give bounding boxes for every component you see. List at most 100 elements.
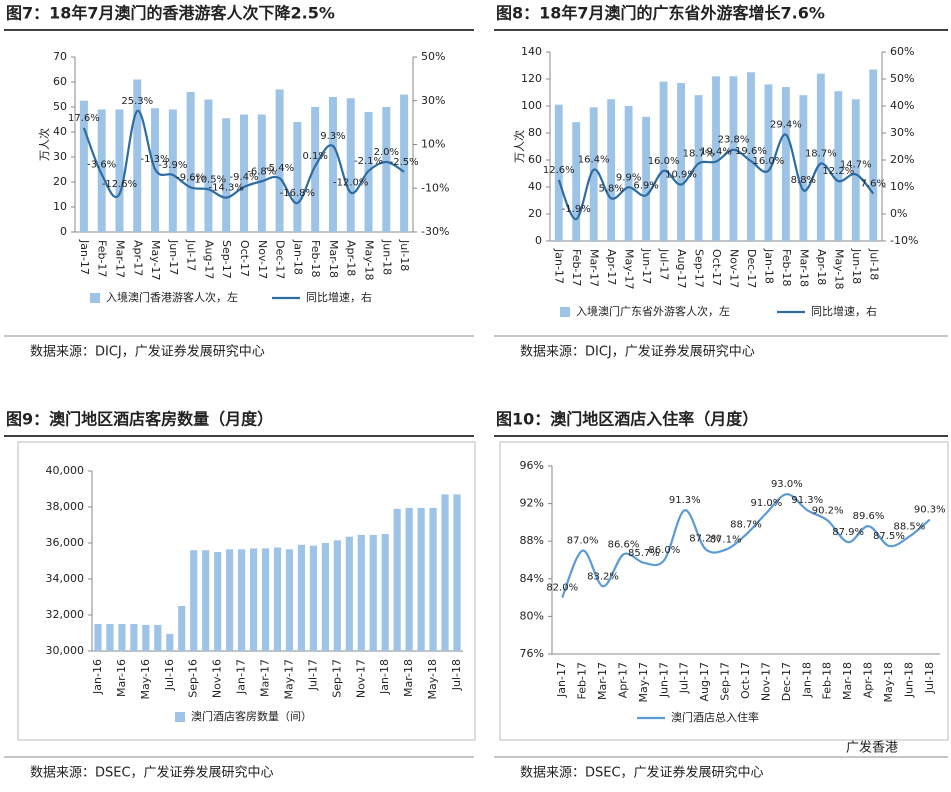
x-tick-label: Jul-17 bbox=[658, 248, 671, 280]
x-tick-label: Mar-16 bbox=[115, 659, 128, 697]
legend-label: 入境澳门广东省外游客人次，左 bbox=[576, 304, 730, 318]
y-tick-label: 0 bbox=[535, 234, 542, 247]
x-tick-label: Feb-17 bbox=[576, 662, 589, 699]
bar bbox=[309, 545, 317, 651]
value-label: 9.9% bbox=[616, 172, 641, 183]
line bbox=[82, 109, 405, 205]
bar bbox=[369, 534, 377, 651]
value-label: 87.1% bbox=[710, 535, 742, 546]
x-tick-label: Apr-18 bbox=[815, 249, 828, 285]
y2-tick-label: 30% bbox=[890, 126, 914, 139]
bar bbox=[311, 107, 320, 232]
legend-swatch bbox=[560, 307, 570, 317]
y-tick-label: 88% bbox=[520, 534, 544, 547]
x-tick-label: Mar-17 bbox=[596, 662, 609, 700]
value-label: 19.6% bbox=[735, 146, 767, 157]
legend-swatch bbox=[175, 712, 185, 722]
bar bbox=[178, 606, 186, 651]
value-label: -3.9% bbox=[158, 160, 187, 171]
y2-tick-label: 30% bbox=[421, 94, 445, 107]
x-tick-label: Apr-18 bbox=[862, 662, 875, 698]
x-tick-label: Mar-18 bbox=[841, 662, 854, 700]
source: 数据来源：DICJ，广发证券发展研究中心 bbox=[30, 344, 265, 360]
y-tick-label: 30,000 bbox=[46, 644, 85, 657]
y-axis-label: 万人次 bbox=[37, 128, 51, 161]
x-tick-label: Mar-18 bbox=[327, 240, 340, 278]
bar bbox=[624, 106, 633, 241]
x-tick-label: Jan-17 bbox=[235, 659, 248, 695]
y-tick-label: 34,000 bbox=[46, 572, 85, 585]
value-label: 0.1% bbox=[302, 151, 327, 162]
value-label: 14.7% bbox=[840, 159, 872, 170]
x-tick-label: Jun-18 bbox=[380, 239, 393, 275]
x-tick-label: Jul-18 bbox=[398, 239, 411, 271]
value-label: 85.7% bbox=[628, 548, 660, 559]
value-label: 91.3% bbox=[791, 495, 823, 506]
value-label: 86.6% bbox=[608, 539, 640, 550]
x-tick-label: Jul-18 bbox=[923, 662, 936, 694]
y-tick-label: 70 bbox=[53, 50, 67, 63]
value-label: 87.0% bbox=[567, 536, 599, 547]
value-label: 10.9% bbox=[665, 170, 697, 181]
bar bbox=[142, 624, 150, 651]
bar bbox=[214, 552, 222, 651]
y-tick-label: 0 bbox=[60, 225, 67, 238]
value-label: 9.3% bbox=[320, 131, 345, 142]
value-label: -16.8% bbox=[280, 188, 315, 199]
value-label: 23.8% bbox=[718, 135, 750, 146]
y-tick-label: 120 bbox=[521, 72, 542, 85]
y2-tick-label: 60% bbox=[890, 45, 914, 58]
x-tick-label: Aug-17 bbox=[675, 249, 688, 288]
x-tick-label: Sep-16 bbox=[187, 659, 200, 698]
x-tick-label: Sep-17 bbox=[693, 249, 706, 288]
x-tick-label: Jan-16 bbox=[91, 659, 104, 695]
bar bbox=[405, 507, 413, 651]
x-tick-label: Jul-17 bbox=[678, 662, 691, 694]
value-label: 87.2% bbox=[689, 534, 721, 545]
value-label: -12.6% bbox=[102, 179, 137, 190]
y-tick-label: 50 bbox=[53, 100, 67, 113]
value-label: 6.9% bbox=[633, 180, 658, 191]
y-tick-label: 84% bbox=[520, 572, 544, 585]
value-label: 25.3% bbox=[121, 96, 153, 107]
bar bbox=[554, 104, 563, 242]
bar bbox=[79, 100, 88, 232]
x-tick-label: May-18 bbox=[882, 662, 895, 703]
x-tick-label: Jan-18 bbox=[378, 659, 391, 695]
x-tick-label: May-18 bbox=[832, 249, 845, 290]
x-tick-label: Mar-17 bbox=[113, 240, 126, 278]
y-tick-label: 40 bbox=[528, 180, 542, 193]
bar bbox=[168, 109, 177, 232]
bar bbox=[816, 73, 825, 241]
x-tick-label: Dec-17 bbox=[745, 249, 758, 288]
y-tick-label: 100 bbox=[521, 99, 542, 112]
bar bbox=[346, 98, 355, 232]
y-tick-label: 96% bbox=[520, 459, 544, 472]
bar bbox=[257, 114, 266, 232]
x-tick-label: Apr-18 bbox=[345, 240, 358, 276]
y2-tick-label: 20% bbox=[890, 153, 914, 166]
x-tick-label: May-17 bbox=[149, 240, 162, 281]
x-tick-label: Jan-18 bbox=[762, 248, 775, 284]
x-tick-label: Sep-17 bbox=[220, 240, 233, 279]
x-tick-label: Jul-17 bbox=[185, 239, 198, 271]
bar bbox=[94, 624, 102, 651]
x-tick-label: Feb-18 bbox=[821, 662, 834, 699]
bar bbox=[382, 107, 391, 232]
line bbox=[561, 493, 931, 599]
y-tick-label: 60 bbox=[528, 153, 542, 166]
value-label: -9.6% bbox=[176, 172, 205, 183]
bar bbox=[642, 116, 651, 241]
value-label: -6.8% bbox=[247, 166, 276, 177]
value-label: 88.5% bbox=[893, 522, 925, 533]
x-tick-label: Jun-17 bbox=[167, 239, 180, 275]
value-label: 82.0% bbox=[546, 583, 578, 594]
bar bbox=[357, 534, 365, 651]
bar bbox=[273, 547, 282, 651]
legend-label: 同比增速，右 bbox=[811, 304, 877, 318]
legend-swatch bbox=[90, 293, 100, 303]
bar bbox=[345, 536, 353, 651]
bar bbox=[589, 107, 598, 241]
x-tick-label: Mar-17 bbox=[588, 249, 601, 287]
